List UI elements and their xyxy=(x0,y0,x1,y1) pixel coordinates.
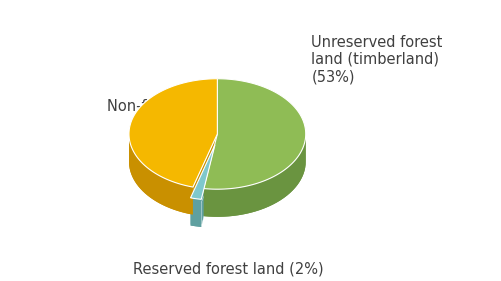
Polygon shape xyxy=(204,137,306,217)
Text: Non-forest land (46%): Non-forest land (46%) xyxy=(107,99,268,114)
Polygon shape xyxy=(204,134,306,217)
Polygon shape xyxy=(190,198,201,227)
Polygon shape xyxy=(190,145,215,225)
Polygon shape xyxy=(129,136,193,215)
Polygon shape xyxy=(190,145,215,199)
Polygon shape xyxy=(193,134,217,215)
Polygon shape xyxy=(204,134,217,216)
Polygon shape xyxy=(129,136,193,215)
Polygon shape xyxy=(201,145,215,227)
Polygon shape xyxy=(204,79,306,189)
Polygon shape xyxy=(190,198,201,227)
Text: Reserved forest land (2%): Reserved forest land (2%) xyxy=(133,261,324,276)
Polygon shape xyxy=(129,79,217,187)
Text: Unreserved forest
land (timberland)
(53%): Unreserved forest land (timberland) (53%… xyxy=(311,35,443,84)
